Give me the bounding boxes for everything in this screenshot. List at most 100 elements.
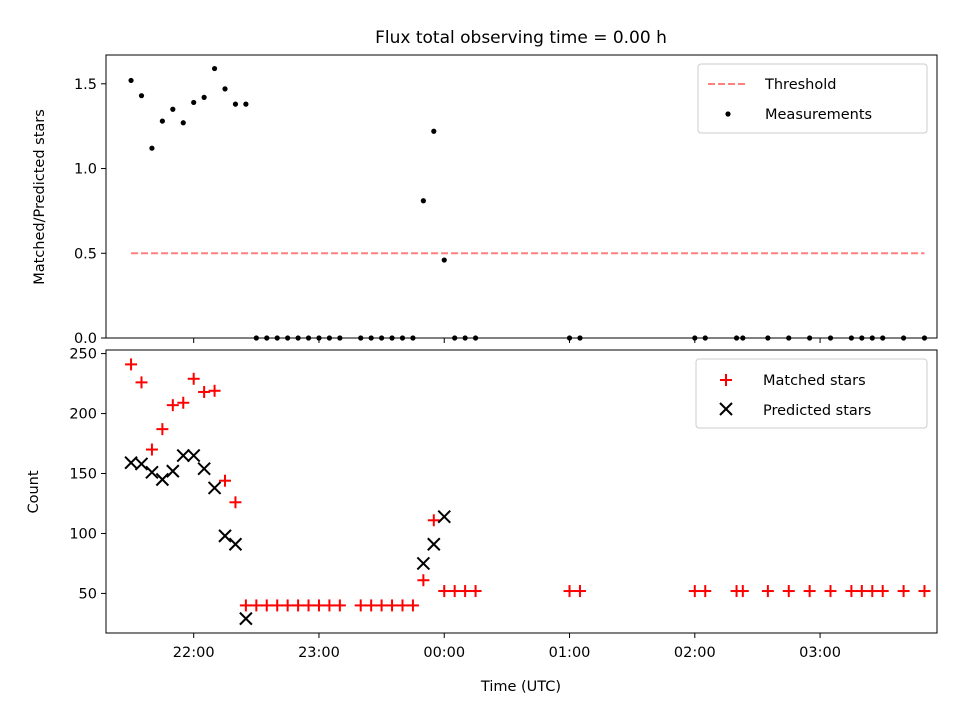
predicted-point-10 xyxy=(228,537,243,551)
predicted-point-12 xyxy=(416,556,431,571)
matched-point-28 xyxy=(427,514,440,527)
matched-point-30 xyxy=(448,585,461,598)
predicted-point-11 xyxy=(239,611,253,626)
matched-point-5 xyxy=(177,396,190,409)
matched-point-19 xyxy=(323,599,336,612)
bottom-legend-box xyxy=(695,358,928,429)
y-tick-label-0-1: 0.5 xyxy=(74,246,97,262)
matched-point-38 xyxy=(736,585,749,598)
predicted-point-14 xyxy=(437,509,451,524)
measurement-point-6 xyxy=(191,99,197,106)
matched-point-46 xyxy=(876,585,889,598)
matched-point-39 xyxy=(761,585,774,598)
x-tick-label-4: 02:00 xyxy=(674,645,716,661)
measurement-point-3 xyxy=(159,118,165,124)
predicted-point-5 xyxy=(176,448,190,463)
top-legend-box xyxy=(697,63,928,134)
bottom-panel-ticks: 50 100 150 200 250 22:00 23:00 00:00 01:00 02:00 0… xyxy=(69,347,841,661)
measurement-point-7 xyxy=(201,94,207,100)
matched-point-11 xyxy=(239,599,252,612)
top-legend: Threshold Measurements xyxy=(697,63,928,134)
legend-threshold-label: Threshold xyxy=(764,77,836,93)
bottom-panel-marks xyxy=(124,358,931,626)
matched-point-33 xyxy=(563,585,576,598)
measurement-point-5 xyxy=(180,120,186,126)
bottom-y-axis-label: Count xyxy=(26,470,42,513)
matched-point-25 xyxy=(396,599,409,612)
matched-point-29 xyxy=(438,585,451,598)
legend-measurements-label: Measurements xyxy=(765,107,872,123)
bottom-legend: Matched stars Predicted stars xyxy=(695,358,928,429)
matched-point-2 xyxy=(145,443,158,456)
x-tick-label-3: 01:00 xyxy=(549,645,591,661)
predicted-point-6 xyxy=(186,448,201,463)
measurement-point-9 xyxy=(222,86,228,92)
predicted-point-7 xyxy=(197,462,211,476)
matched-point-0 xyxy=(125,358,138,371)
measurement-point-8 xyxy=(211,65,218,72)
measurement-point-4 xyxy=(170,106,176,112)
bottom-panel: 50 100 150 200 250 22:00 23:00 00:00 01:00 02:00 0… xyxy=(26,347,938,695)
predicted-point-9 xyxy=(218,529,232,543)
y-tick-label-0-3: 1.5 xyxy=(74,77,97,93)
matched-point-40 xyxy=(782,585,795,598)
y-tick-label-1-1: 100 xyxy=(69,526,97,542)
x-axis-label: Time (UTC) xyxy=(480,679,561,695)
predicted-point-8 xyxy=(207,481,222,495)
matched-point-18 xyxy=(312,599,325,612)
legend-predicted-label: Predicted stars xyxy=(763,403,871,419)
predicted-point-2 xyxy=(145,465,159,480)
matched-point-43 xyxy=(845,585,858,598)
predicted-point-13 xyxy=(427,537,441,551)
measurement-point-28 xyxy=(431,128,437,134)
measurement-point-10 xyxy=(232,101,239,107)
measurement-point-1 xyxy=(138,93,145,99)
matched-point-36 xyxy=(699,585,712,598)
measurement-point-29 xyxy=(441,257,447,263)
y-tick-label-1-3: 200 xyxy=(69,407,97,423)
y-tick-label-1-2: 150 xyxy=(69,467,97,483)
matched-point-3 xyxy=(156,423,169,436)
legend-matched-label: Matched stars xyxy=(763,373,866,389)
matched-point-42 xyxy=(824,585,837,598)
matched-point-47 xyxy=(897,585,910,598)
matched-point-6 xyxy=(187,372,200,385)
x-tick-label-2: 00:00 xyxy=(423,645,465,661)
measurement-point-2 xyxy=(149,145,155,151)
matched-point-23 xyxy=(375,599,388,612)
legend-predicted-swatch xyxy=(719,402,733,416)
matched-point-15 xyxy=(281,599,294,612)
matched-point-31 xyxy=(459,585,472,598)
legend-measurements-swatch xyxy=(725,111,731,117)
matched-point-27 xyxy=(417,574,430,587)
top-y-axis-label: Matched/Predicted stars xyxy=(32,109,48,285)
matched-point-10 xyxy=(229,496,242,509)
matched-point-7 xyxy=(198,385,211,398)
y-tick-label-0-0: 0.0 xyxy=(74,331,97,347)
matched-point-13 xyxy=(260,599,273,612)
predicted-point-4 xyxy=(166,464,180,478)
matched-point-22 xyxy=(365,599,378,612)
matched-point-21 xyxy=(354,599,367,612)
bottom-panel-frame xyxy=(105,349,938,634)
matched-point-26 xyxy=(406,599,419,612)
matched-point-4 xyxy=(166,399,179,412)
predicted-point-3 xyxy=(155,472,170,487)
x-tick-label-0: 22:00 xyxy=(173,645,215,661)
top-panel-frame xyxy=(105,54,938,339)
predicted-point-1 xyxy=(134,457,149,471)
measurement-point-27 xyxy=(420,198,426,204)
x-tick-label-5: 03:00 xyxy=(799,645,841,661)
matched-point-1 xyxy=(135,376,148,389)
matched-point-17 xyxy=(302,599,315,612)
matched-point-44 xyxy=(855,585,868,598)
chart-title: Flux total observing time = 0.00 h xyxy=(375,28,667,48)
measurement-point-0 xyxy=(128,77,134,84)
matched-point-12 xyxy=(250,599,263,612)
y-tick-label-0-2: 1.0 xyxy=(74,162,97,178)
matched-point-45 xyxy=(866,585,879,598)
matched-point-8 xyxy=(208,384,221,397)
matched-point-32 xyxy=(469,585,482,598)
matched-point-14 xyxy=(271,599,284,612)
